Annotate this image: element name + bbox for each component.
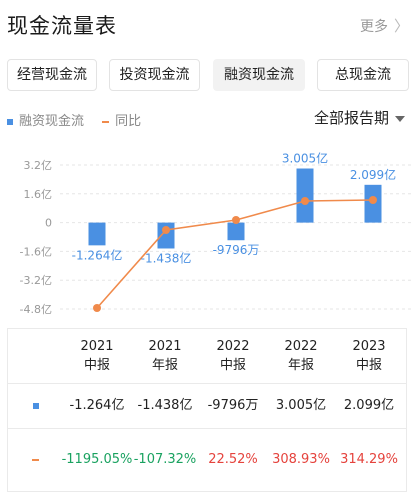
more-link[interactable]: 更多〉 bbox=[360, 15, 409, 36]
tab-investing-cashflow[interactable]: 投资现金流 bbox=[109, 59, 200, 91]
y-tick-label: -1.6亿 bbox=[20, 245, 52, 258]
bar-data-label: -9796万 bbox=[213, 243, 260, 257]
yoy-point bbox=[162, 226, 170, 234]
header-empty-cell bbox=[8, 329, 63, 383]
value-cell: 3.005亿 bbox=[275, 398, 327, 413]
yoy-point bbox=[369, 196, 377, 204]
column-header: 2022 年报 bbox=[284, 339, 318, 373]
bar-data-label: 2.099亿 bbox=[350, 167, 396, 182]
yoy-cell: 22.52% bbox=[208, 452, 258, 467]
bar-legend-marker bbox=[7, 118, 13, 125]
period-selector-label: 全部报告期 bbox=[313, 109, 389, 127]
column-header: 2022 中报 bbox=[216, 339, 250, 373]
tab-total-cashflow[interactable]: 总现金流 bbox=[317, 59, 409, 91]
bar-data-label: 3.005亿 bbox=[282, 151, 328, 166]
yoy-cell: -1195.05% bbox=[61, 452, 133, 467]
bar-data-label: -1.264亿 bbox=[72, 247, 123, 262]
financing-cashflow-chart: 3.2亿 1.6亿 0 -1.6亿 -3.2亿 -4.8亿 -1.264亿 -1.438亿 -… bbox=[20, 151, 412, 316]
line-legend-marker bbox=[102, 120, 110, 123]
line-series-marker bbox=[32, 459, 39, 461]
dropdown-triangle-icon bbox=[395, 115, 405, 122]
table-row-values: -1.264亿 -1.438亿 -9796万 3.005亿 2.099亿 bbox=[8, 384, 406, 429]
page-title: 现金流量表 bbox=[7, 14, 117, 38]
column-header: 2023 中报 bbox=[352, 339, 386, 373]
yoy-cell: 308.93% bbox=[272, 452, 330, 467]
tab-operating-cashflow[interactable]: 经营现金流 bbox=[7, 59, 97, 91]
table-row-yoy: -1195.05% -107.32% 22.52% 308.93% 314.29… bbox=[8, 429, 406, 491]
bar bbox=[296, 168, 314, 223]
y-tick-label: 0 bbox=[45, 217, 52, 230]
y-tick-label: 1.6亿 bbox=[24, 188, 53, 201]
chevron-right-icon: 〉 bbox=[393, 17, 409, 35]
y-tick-label: 3.2亿 bbox=[24, 159, 53, 172]
bar bbox=[227, 222, 245, 241]
yoy-cell: 314.29% bbox=[340, 452, 398, 467]
table-header-row: 2021 中报 2021 年报 2022 中报 2022 年报 2023 中报 bbox=[8, 329, 406, 384]
value-cell: 2.099亿 bbox=[343, 398, 395, 413]
more-label: 更多 bbox=[359, 19, 388, 35]
yoy-point bbox=[301, 197, 309, 205]
y-tick-label: -3.2亿 bbox=[20, 274, 52, 287]
y-tick-label: -4.8亿 bbox=[20, 303, 52, 316]
column-header: 2021 中报 bbox=[80, 339, 114, 373]
bar-data-label: -1.438亿 bbox=[141, 250, 192, 265]
yoy-point bbox=[93, 304, 101, 312]
yoy-cell: -107.32% bbox=[133, 452, 197, 467]
data-table: 2021 中报 2021 年报 2022 中报 2022 年报 2023 中报 -1.26… bbox=[7, 328, 407, 492]
column-header: 2021 年报 bbox=[148, 339, 182, 373]
chart-legend: 融资现金流 同比 bbox=[7, 110, 141, 129]
value-cell: -1.438亿 bbox=[137, 398, 193, 413]
tab-financing-cashflow[interactable]: 融资现金流 bbox=[213, 59, 305, 91]
bar-series-marker bbox=[32, 403, 39, 409]
bar bbox=[88, 222, 106, 246]
cashflow-tabs: 经营现金流 投资现金流 融资现金流 总现金流 bbox=[7, 59, 412, 93]
value-cell: -9796万 bbox=[207, 398, 259, 413]
bar-legend-label: 融资现金流 bbox=[19, 114, 85, 129]
line-legend-label: 同比 bbox=[115, 114, 142, 129]
yoy-point bbox=[232, 216, 240, 224]
period-selector[interactable]: 全部报告期 bbox=[314, 107, 405, 128]
value-cell: -1.264亿 bbox=[69, 398, 125, 413]
